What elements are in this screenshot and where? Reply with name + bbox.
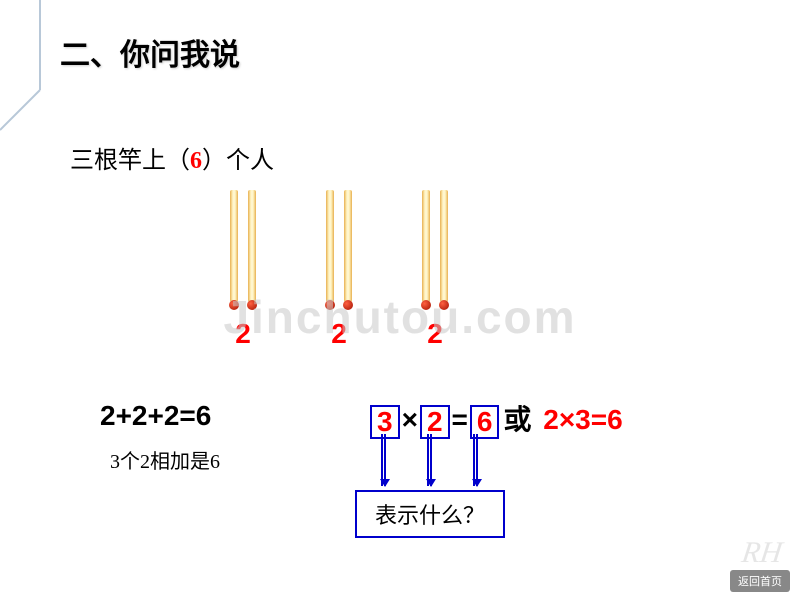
matchstick-icon	[230, 190, 238, 310]
addition-equation: 2+2+2=6	[100, 400, 211, 432]
sentence-before: 三根竿上（	[70, 148, 190, 174]
group-count: 2	[235, 318, 251, 350]
matchstick-icon	[422, 190, 430, 310]
alt-equation: 2×3=6	[535, 404, 622, 435]
addition-explanation: 3个2相加是6	[110, 445, 220, 474]
multiplication-equation: 3×2=6或 2×3=6	[370, 398, 623, 439]
matchstick-icon	[326, 190, 334, 310]
stick-group: 2	[326, 190, 352, 350]
boxed-factor-2: 2	[420, 405, 450, 439]
return-home-button[interactable]: 返回首页	[730, 570, 790, 592]
sentence-after: ）个人	[202, 148, 274, 174]
group-count: 2	[331, 318, 347, 350]
stick-group: 2	[422, 190, 448, 350]
group-count: 2	[427, 318, 443, 350]
matchstick-icon	[248, 190, 256, 310]
section-title: 二、你问我说	[60, 30, 240, 74]
question-box: 表示什么？	[355, 490, 505, 538]
sticks-illustration: 2 2 2	[230, 190, 448, 350]
sentence-number: 6	[190, 148, 202, 174]
problem-sentence: 三根竿上（6）个人	[70, 140, 274, 175]
operator-equals: =	[452, 404, 468, 435]
operator-times: ×	[402, 404, 418, 435]
matchstick-icon	[440, 190, 448, 310]
corner-decoration	[0, 0, 60, 200]
matchstick-icon	[344, 190, 352, 310]
logo-watermark: RH	[740, 536, 785, 570]
or-text: 或	[503, 405, 531, 436]
stick-group: 2	[230, 190, 256, 350]
